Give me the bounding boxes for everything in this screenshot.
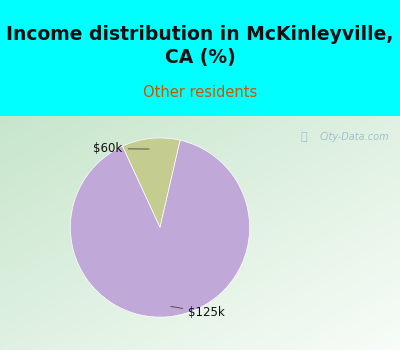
Wedge shape [70,140,250,317]
Text: Other residents: Other residents [143,85,257,100]
Text: $125k: $125k [171,306,225,319]
Wedge shape [122,138,180,228]
Text: Income distribution in McKinleyville,
CA (%): Income distribution in McKinleyville, CA… [6,26,394,67]
Text: ⦾: ⦾ [301,132,307,142]
Text: City-Data.com: City-Data.com [320,132,390,142]
Text: $60k: $60k [94,142,149,155]
